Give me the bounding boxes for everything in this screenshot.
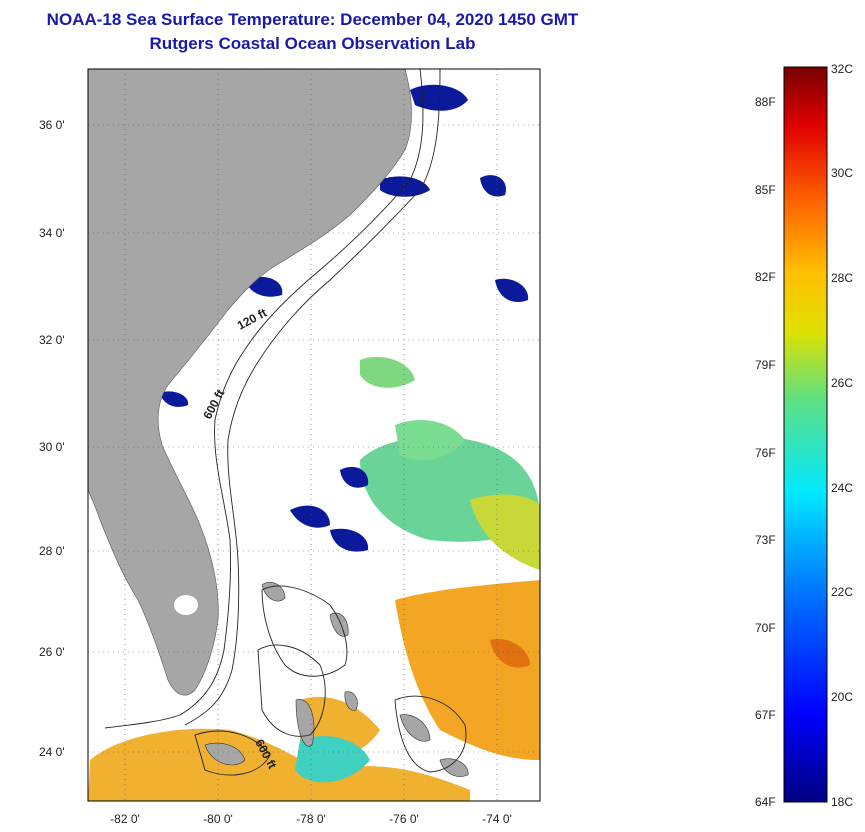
lat-label-34: 34 0' — [39, 226, 65, 240]
lat-label-36: 36 0' — [39, 118, 65, 132]
longitude-labels: -82 0' -80 0' -78 0' -76 0' -74 0' — [110, 812, 512, 826]
c-label-30: 30C — [831, 166, 854, 180]
map-subtitle: Rutgers Coastal Ocean Observation Lab — [149, 34, 476, 53]
f-label-73: 73F — [755, 533, 776, 547]
c-label-22: 22C — [831, 585, 854, 599]
lat-label-26: 26 0' — [39, 645, 65, 659]
map-border — [87, 68, 541, 802]
f-label-79: 79F — [755, 358, 776, 372]
lat-label-30: 30 0' — [39, 440, 65, 454]
map-title: NOAA-18 Sea Surface Temperature: Decembe… — [46, 10, 579, 29]
latitude-labels: 36 0' 34 0' 32 0' 30 0' 28 0' 26 0' 24 0… — [39, 118, 65, 759]
c-label-18: 18C — [831, 795, 854, 809]
lat-label-32: 32 0' — [39, 333, 65, 347]
lon-label-82: -82 0' — [110, 812, 140, 826]
f-label-64: 64F — [755, 795, 776, 809]
f-label-82: 82F — [755, 270, 776, 284]
bahamas-islands — [204, 581, 469, 777]
c-label-20: 20C — [831, 690, 854, 704]
c-label-24: 24C — [831, 481, 854, 495]
f-label-76: 76F — [755, 446, 776, 460]
lat-label-28: 28 0' — [39, 544, 65, 558]
f-label-70: 70F — [755, 621, 776, 635]
f-label-85: 85F — [755, 183, 776, 197]
graticule — [88, 69, 540, 801]
sst-warm-patches — [88, 356, 540, 801]
lon-label-76: -76 0' — [389, 812, 419, 826]
depth-contours — [104, 69, 467, 776]
c-label-28: 28C — [831, 271, 854, 285]
c-label-26: 26C — [831, 376, 854, 390]
lon-label-80: -80 0' — [203, 812, 233, 826]
lat-label-24: 24 0' — [39, 745, 65, 759]
temperature-colorbar — [783, 66, 828, 803]
c-label-32: 32C — [831, 62, 854, 76]
lon-label-78: -78 0' — [296, 812, 326, 826]
us-landmass — [88, 69, 412, 696]
f-label-88: 88F — [755, 95, 776, 109]
f-label-67: 67F — [755, 708, 776, 722]
lon-label-74: -74 0' — [482, 812, 512, 826]
lake-okeechobee — [174, 595, 198, 615]
